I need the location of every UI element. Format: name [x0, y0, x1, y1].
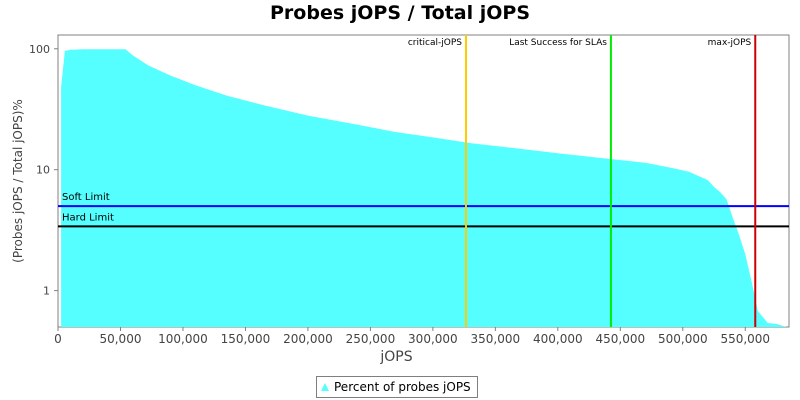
x-tick-label-9: 450,000 — [595, 332, 645, 346]
x-tick-label-2: 100,000 — [158, 332, 208, 346]
y-tick-label-1: 10 — [36, 164, 50, 177]
x-tick-label-4: 200,000 — [283, 332, 333, 346]
legend-label: Percent of probes jOPS — [334, 380, 471, 394]
x-tick-label-3: 150,000 — [221, 332, 271, 346]
x-tick-label-8: 400,000 — [533, 332, 583, 346]
y-tick-label-2: 100 — [29, 43, 50, 56]
y-tick-label-0: 1 — [43, 285, 50, 298]
y-axis-label: (Probes jOPS / Total jOPS)% — [11, 99, 25, 263]
legend-swatch-icon — [321, 383, 329, 391]
h-marker-label-1: Hard Limit — [62, 212, 114, 223]
h-marker-label-0: Soft Limit — [62, 192, 110, 203]
x-tick-label-7: 350,000 — [471, 332, 521, 346]
chart-title: Probes jOPS / Total jOPS — [270, 2, 530, 24]
v-marker-label-2: max-jOPS — [708, 38, 752, 48]
x-tick-label-1: 50,000 — [99, 332, 141, 346]
v-marker-label-1: Last Success for SLAs — [509, 38, 607, 48]
legend: Percent of probes jOPS — [316, 376, 478, 398]
x-axis-label: jOPS — [379, 349, 412, 365]
x-tick-label-5: 250,000 — [346, 332, 396, 346]
x-tick-label-0: 0 — [54, 332, 62, 346]
v-marker-label-0: critical-jOPS — [408, 38, 462, 48]
x-tick-label-6: 300,000 — [408, 332, 458, 346]
series-area — [61, 49, 787, 328]
x-tick-label-10: 500,000 — [658, 332, 708, 346]
x-tick-label-11: 550,000 — [720, 332, 770, 346]
